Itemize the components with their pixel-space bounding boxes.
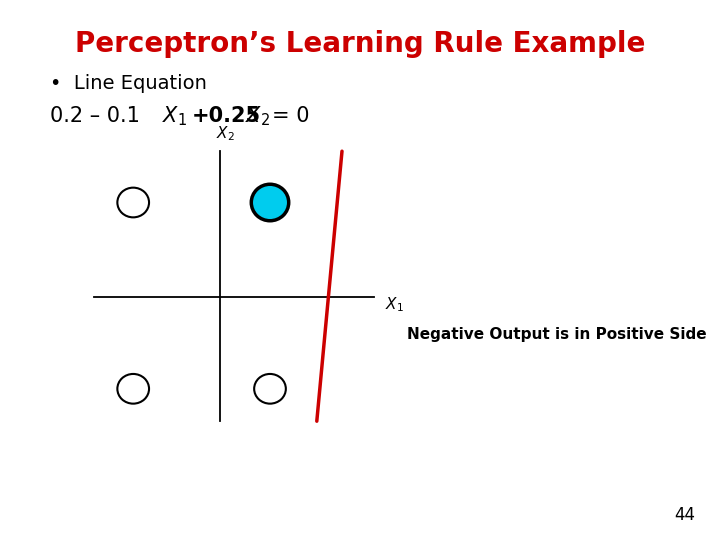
Ellipse shape: [117, 187, 149, 217]
Text: Negative Output is in Positive Side: Negative Output is in Positive Side: [407, 327, 706, 342]
Text: •  Line Equation: • Line Equation: [50, 74, 207, 93]
Text: Perceptron’s Learning Rule Example: Perceptron’s Learning Rule Example: [75, 30, 645, 58]
Text: 0.2 – 0.1: 0.2 – 0.1: [50, 106, 147, 126]
Text: $X_1$: $X_1$: [162, 104, 187, 128]
Text: = 0: = 0: [272, 106, 310, 126]
Text: $X_2$: $X_2$: [216, 124, 235, 143]
Ellipse shape: [251, 184, 289, 221]
Text: $X_2$: $X_2$: [245, 104, 270, 128]
Text: 44: 44: [674, 506, 695, 524]
Text: $X_1$: $X_1$: [385, 296, 404, 314]
Ellipse shape: [254, 374, 286, 403]
Ellipse shape: [117, 374, 149, 403]
Text: +0.25: +0.25: [192, 106, 261, 126]
